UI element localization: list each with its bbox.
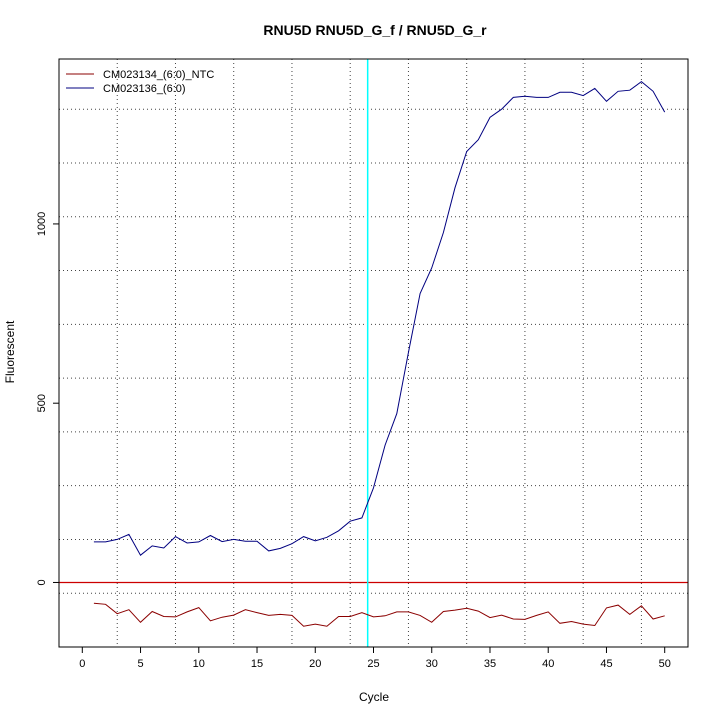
series-layer — [93, 80, 666, 627]
x-axis: 0 5 10 15 20 25 30 35 40 45 50 — [79, 647, 671, 670]
y-axis-label: Fluorescent — [3, 320, 17, 383]
series-line-1 — [93, 602, 665, 627]
x-tick-label: 0 — [79, 658, 85, 670]
x-tick-label: 45 — [600, 658, 612, 670]
x-tick-label: 5 — [137, 658, 143, 670]
legend-label: CM023134_(6:0)_NTC — [103, 69, 214, 81]
legend-label: CM023136_(6:0) — [103, 83, 186, 95]
series-line-2 — [93, 80, 666, 556]
x-tick-label: 30 — [426, 658, 438, 670]
x-tick-label: 15 — [251, 658, 263, 670]
y-tick-label: 500 — [36, 394, 48, 412]
x-tick-label: 40 — [542, 658, 554, 670]
x-tick-label: 25 — [367, 658, 379, 670]
grid-layer — [59, 59, 688, 647]
x-axis-label: Cycle — [359, 690, 389, 704]
x-tick-label: 20 — [309, 658, 321, 670]
legend: CM023134_(6:0)_NTC CM023136_(6:0) — [66, 69, 214, 95]
x-tick-label: 50 — [659, 658, 671, 670]
x-tick-label: 10 — [193, 658, 205, 670]
reference-lines — [59, 59, 688, 647]
y-tick-label: 0 — [36, 579, 48, 585]
plot-frame — [58, 58, 689, 648]
chart-title: RNU5D RNU5D_G_f / RNU5D_G_r — [263, 22, 487, 38]
y-tick-label: 1000 — [36, 212, 48, 236]
x-tick-label: 35 — [484, 658, 496, 670]
y-axis: 0 500 1000 — [36, 212, 59, 586]
